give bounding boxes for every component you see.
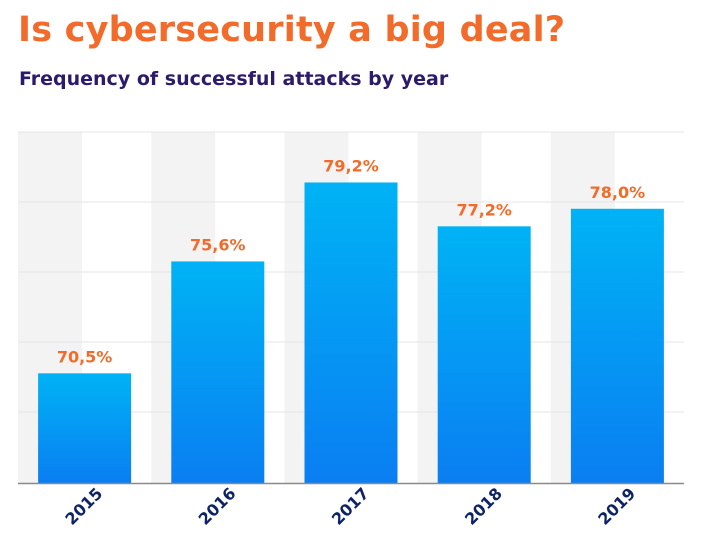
bar-2019 <box>570 208 664 483</box>
bar-2016 <box>171 261 265 483</box>
value-label-2015: 70,5% <box>57 347 113 366</box>
x-tick-labels: 2015 2016 2017 2018 2019 <box>61 484 639 529</box>
value-label-2017: 79,2% <box>323 156 379 175</box>
value-label-2018: 77,2% <box>456 200 512 219</box>
tick-label-2015: 2015 <box>61 484 106 529</box>
value-labels: 70,5% 75,6% 79,2% 77,2% 78,0% <box>57 156 645 366</box>
chart-subtitle: Frequency of successful attacks by year <box>19 68 449 90</box>
tick-label-2016: 2016 <box>195 484 240 529</box>
bar-2015 <box>38 373 132 483</box>
tick-label-2019: 2019 <box>594 484 639 529</box>
chart-title: Is cybersecurity a big deal? <box>18 10 566 50</box>
bars <box>38 182 664 484</box>
tick-label-2017: 2017 <box>328 484 373 529</box>
value-label-2019: 78,0% <box>590 183 646 202</box>
bar-2017 <box>304 182 398 484</box>
value-label-2016: 75,6% <box>190 235 246 254</box>
bar-2018 <box>437 226 531 484</box>
tick-label-2018: 2018 <box>461 484 506 529</box>
